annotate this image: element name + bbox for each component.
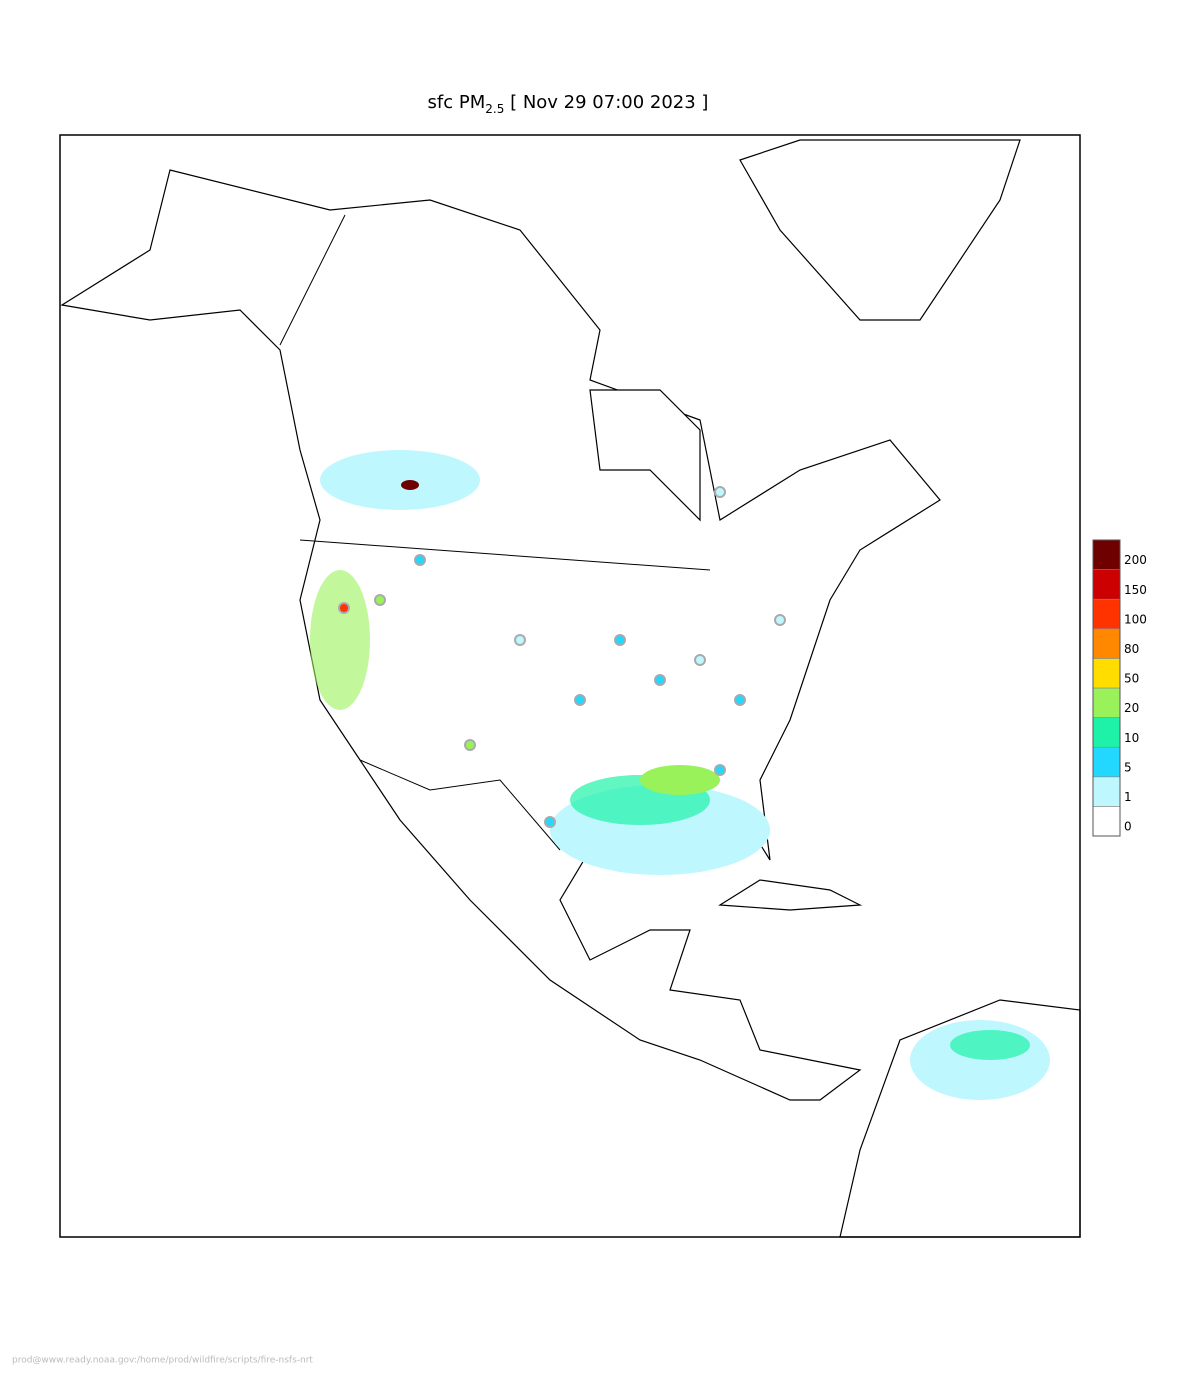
legend-label: 80 <box>1124 642 1139 656</box>
station <box>774 614 786 626</box>
cuba <box>718 879 863 911</box>
legend-swatch <box>1092 598 1121 630</box>
greenland <box>739 139 1021 321</box>
map-frame <box>59 134 1081 1238</box>
legend-swatch <box>1092 569 1121 600</box>
station <box>544 816 556 828</box>
legend-swatch <box>1092 746 1121 778</box>
legend: 0 1 5 10 20 50 80 100 150 200 <box>1092 539 1147 837</box>
station <box>614 634 626 646</box>
station <box>574 694 586 706</box>
plume <box>320 450 480 510</box>
legend-label: 20 <box>1124 701 1139 715</box>
legend-swatch <box>1092 628 1121 659</box>
legend-label: 0 <box>1124 820 1132 834</box>
map <box>59 134 1081 1238</box>
station <box>714 486 726 498</box>
hudson-bay <box>589 389 701 522</box>
plume <box>401 480 419 490</box>
station <box>514 634 526 646</box>
legend-label: 100 <box>1124 612 1147 626</box>
legend-swatch <box>1092 776 1121 807</box>
legend-label: 5 <box>1124 760 1132 774</box>
plume <box>640 765 720 795</box>
plume <box>310 570 370 710</box>
station <box>414 554 426 566</box>
borders <box>279 214 711 851</box>
legend-swatch <box>1092 717 1121 748</box>
station <box>338 602 350 614</box>
title: sfc PM2.5 [ Nov 29 07:00 2023 ] <box>428 92 709 116</box>
title-suffix: [ Nov 29 07:00 2023 ] <box>504 92 708 113</box>
legend-swatch <box>1092 806 1121 837</box>
legend-label: 50 <box>1124 672 1139 686</box>
station <box>714 764 726 776</box>
smoke-plumes <box>310 450 1050 1100</box>
title-subscript: 2.5 <box>485 102 504 116</box>
station <box>374 594 386 606</box>
station <box>654 674 666 686</box>
title-prefix: sfc PM <box>428 92 486 113</box>
stations <box>338 486 786 828</box>
legend-swatch <box>1092 687 1121 718</box>
legend-frame <box>1092 539 1121 837</box>
station <box>734 694 746 706</box>
legend-swatch <box>1092 539 1121 570</box>
legend-label: 200 <box>1124 553 1147 567</box>
station <box>464 739 476 751</box>
station <box>694 654 706 666</box>
legend-label: 150 <box>1124 583 1147 597</box>
footer: prod@www.ready.noaa.gov:/home/prod/wildf… <box>12 1356 313 1366</box>
legend-label: 10 <box>1124 731 1139 745</box>
legend-label: 1 <box>1124 790 1132 804</box>
legend-swatch <box>1092 658 1121 689</box>
plume <box>950 1030 1030 1060</box>
